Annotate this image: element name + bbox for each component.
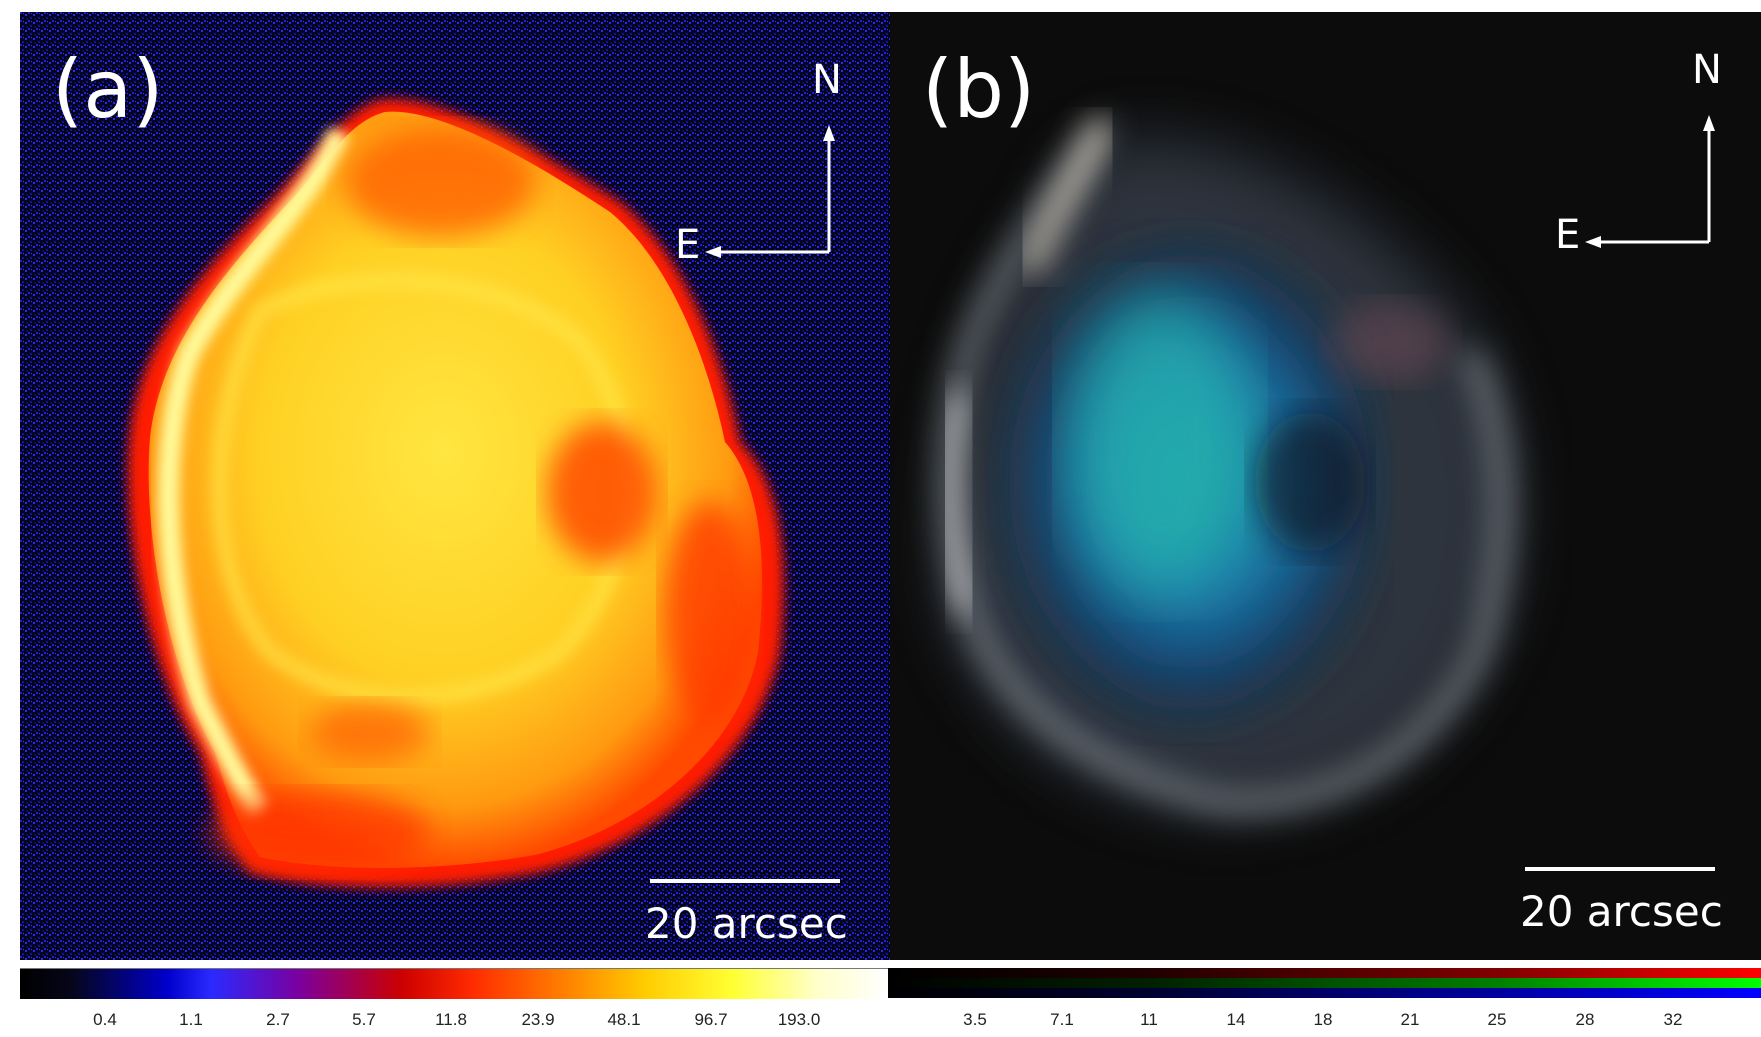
colorbar-red-channel xyxy=(888,968,1761,978)
colorbar-tick-label: 1.1 xyxy=(179,1010,203,1029)
panel-a-xray-image: (a) N E 20 arcsec xyxy=(20,12,890,960)
colorbar-tick-label: 96.7 xyxy=(694,1010,728,1029)
panel-b-rgb-image: (b) N E 20 arcsec xyxy=(890,12,1761,960)
panel-b-compass: N E xyxy=(1555,47,1735,258)
panel-a-colorbar xyxy=(20,968,888,999)
colorbar-tick-label: 11 xyxy=(1140,1010,1158,1029)
colorbar-tick-label: 14 xyxy=(1226,1010,1246,1029)
panel-a-label: (a) xyxy=(52,43,164,136)
panel-a-image xyxy=(20,12,890,960)
compass-north-label: N xyxy=(1692,47,1722,93)
compass-north-label: N xyxy=(812,57,842,103)
colorbar-tick-label: 193.0 xyxy=(777,1010,821,1029)
panel-a-scalebar: 20 arcsec xyxy=(645,879,848,948)
scalebar-line xyxy=(650,879,840,883)
colorbar-tick-label: 18 xyxy=(1313,1010,1333,1029)
compass-east-label: E xyxy=(675,222,701,268)
colorbar-tick-label: 0.4 xyxy=(93,1010,117,1029)
colorbar-tick-label: 25 xyxy=(1487,1010,1507,1029)
panel-a-compass: N E xyxy=(675,57,855,268)
scalebar-label: 20 arcsec xyxy=(1520,887,1723,936)
compass-arrows-icon xyxy=(1585,115,1715,248)
colorbar-tick-label: 32 xyxy=(1663,1010,1683,1029)
panel-b-colorbar xyxy=(888,968,1761,998)
compass-arrows-icon xyxy=(705,125,835,258)
colorbar-blue-channel xyxy=(888,988,1761,998)
colorbar-tick-label: 7.1 xyxy=(1050,1010,1074,1029)
panel-b-scalebar: 20 arcsec xyxy=(1520,867,1723,936)
colorbar-tick-label: 2.7 xyxy=(266,1010,290,1029)
colorbar-tick-label: 21 xyxy=(1400,1010,1420,1029)
colorbar-tick-label: 48.1 xyxy=(607,1010,641,1029)
scalebar-label: 20 arcsec xyxy=(645,899,848,948)
compass-east-label: E xyxy=(1555,212,1581,258)
panel-b-label: (b) xyxy=(922,43,1036,136)
colorbar-green-channel xyxy=(888,978,1761,988)
panel-b-image xyxy=(890,12,1761,960)
colorbar-tick-label: 28 xyxy=(1575,1010,1595,1029)
colorbar-tick-label: 5.7 xyxy=(352,1010,376,1029)
colorbar-tick-label: 3.5 xyxy=(963,1010,987,1029)
colorbar-tick-label: 11.8 xyxy=(435,1010,467,1029)
colorbar-tick-label: 23.9 xyxy=(521,1010,555,1029)
scalebar-line xyxy=(1525,867,1715,871)
